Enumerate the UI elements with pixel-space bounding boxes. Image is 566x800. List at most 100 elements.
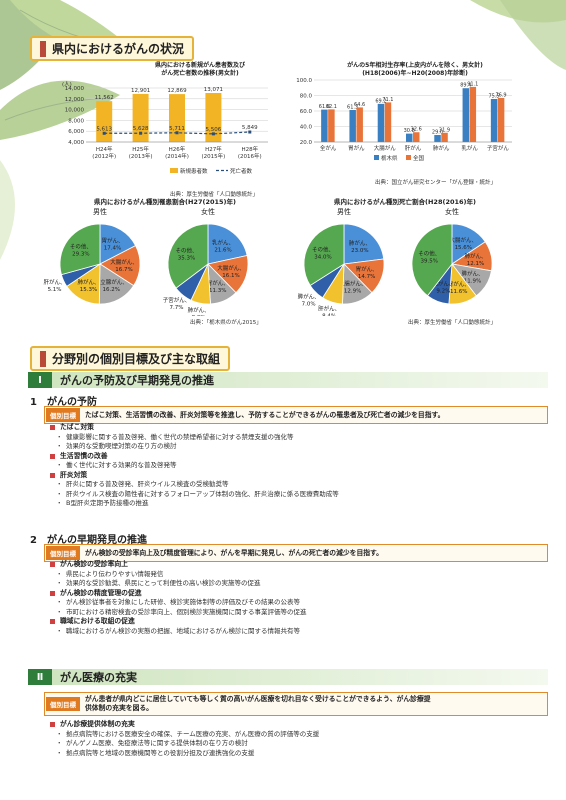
- chart2-bar: [384, 102, 392, 142]
- pie-gender-title: 男性: [337, 207, 351, 216]
- pie-slice-label: その他、: [70, 242, 92, 250]
- square-bullet-icon: [50, 425, 55, 431]
- pie-gender-title: 女性: [201, 207, 215, 216]
- pie-slice-label: その他、: [418, 249, 440, 257]
- section-goals-title: 分野別の個別目標及び主な取組: [52, 352, 221, 366]
- part1-sub2-goal-box: 個別目標 がん検診の受診率向上及び精度管理により、がんを早期に発見し、がんの死亡…: [44, 544, 548, 562]
- section-status-box: 県内におけるがんの状況: [30, 36, 195, 61]
- pie-slice-value: 14.7%: [358, 274, 375, 280]
- part1-band: Ⅰ がんの予防及び早期発見の推進: [28, 372, 548, 388]
- list-group-heading-text: がん診療提供体制の充実: [60, 720, 135, 728]
- list-group-heading-text: 生活習慣の改善: [60, 451, 108, 460]
- list-item: 職域におけるがん検診の実態の把握、地域におけるがん検診に関する情報共有等: [50, 627, 550, 637]
- pie-slice-label: 肝がん、: [44, 278, 66, 286]
- list-group-heading-text: がん検診の受診率向上: [60, 560, 128, 568]
- chart2-bar-label: 89.4: [460, 83, 471, 89]
- chart1-line-label: 5,628: [133, 126, 149, 132]
- chart2-bar: [377, 103, 385, 142]
- goal-tag: 個別目標: [46, 408, 80, 422]
- list-group-heading-text: がん検診の精度管理の促進: [60, 588, 142, 597]
- pie-slice-label: 肺がん、: [188, 306, 210, 314]
- pie-slice-value: 35.3%: [178, 255, 195, 261]
- pie-slice-value: 11.9%: [464, 278, 481, 284]
- pie-slice-value: 16.7%: [115, 267, 132, 273]
- pie-slice-label: 胃がん、: [356, 265, 378, 273]
- chart1-unit: (人): [62, 81, 72, 88]
- list-group-heading-text: 職域における取組の促進: [60, 617, 135, 625]
- section-status-title: 県内におけるがんの状況: [52, 42, 185, 56]
- chart1-source: 出典：厚生労働省「人口動態統計」: [170, 192, 259, 198]
- chart1-death-point: [175, 131, 179, 135]
- chart1-title-line1: 県内における新規がん患者数及び: [154, 62, 245, 69]
- pie-slice: [99, 223, 137, 265]
- chart2-bar: [490, 98, 498, 142]
- list-group-heading: がん検診の精度管理の促進: [50, 589, 550, 599]
- pie-slice-value: 11.6%: [450, 289, 467, 295]
- part2-band: Ⅱ がん医療の充実: [28, 669, 548, 685]
- chart2-bar-label: 62.1: [326, 104, 337, 110]
- part1-sub1-heading: 1 がんの予防: [30, 397, 97, 408]
- square-bullet-icon: [50, 722, 55, 728]
- chart1-bar: [132, 93, 149, 142]
- square-bullet-icon: [50, 472, 55, 478]
- chart1-xtick-year: (2014年): [165, 152, 189, 160]
- pie-slice-value: 34.0%: [314, 254, 331, 260]
- chart1-xtick-year: (2012年): [92, 152, 116, 160]
- square-bullet-icon: [50, 562, 55, 568]
- chart2-title: がんの5年相対生存率(上皮内がんを除く、男女計) (H18(2006)年~H20…: [305, 62, 525, 78]
- list-item: 働く世代に対する効果的な普及啓発等: [50, 461, 550, 471]
- chart2-ytick: 100.0: [296, 78, 312, 84]
- pie-slice-label: 肺がん、: [464, 252, 486, 260]
- pie-slice-label: 前立腺がん、: [95, 278, 128, 286]
- pie-slice-label: 肺がん、: [349, 239, 371, 247]
- incidence-pies-source: 出典：「栃木県のがん2015」: [190, 320, 262, 326]
- patients-deaths-chart: (人) 4,000 6,000 8,000 10,000 12,000 14,000 11,5…: [62, 81, 268, 175]
- list-item: 健康影響に関する普及啓発、働く世代の禁煙希望者に対する禁煙支援の強化等: [50, 433, 550, 443]
- section-status-banner: 県内におけるがんの状況: [30, 36, 195, 61]
- part2-title: がん医療の充実: [52, 669, 548, 685]
- pie-slice-value: 7.7%: [170, 305, 184, 311]
- chart2-bar: [497, 97, 505, 142]
- chart1-line-label: 5,613: [96, 126, 112, 132]
- chart2-bar-label: 30.8: [404, 128, 415, 134]
- chart1-bar: [205, 93, 222, 142]
- list-group-heading-text: 肝炎対策: [60, 470, 88, 479]
- chart1-xtick-year: (2015年): [202, 152, 226, 160]
- chart2-bar-label: 71.1: [382, 97, 393, 103]
- square-bullet-icon: [50, 590, 55, 596]
- part2-goal-box: 個別目標 がん患者が県内どこに居住していても等しく質の高いがん医療を切れ目なく受…: [44, 692, 548, 716]
- chart1-bar-label: 13,071: [204, 87, 223, 93]
- chart1-xtick: H28年: [241, 145, 258, 153]
- goal-text: がん患者が県内どこに居住していても等しく質の高いがん医療を切れ目なく受けることが…: [81, 695, 435, 713]
- chart1-line-label: 5,849: [242, 125, 258, 131]
- chart2-xtick: 乳がん: [461, 144, 478, 152]
- pie-slice-label: 大腸がん、: [339, 279, 367, 287]
- pie-slice-label: その他、: [176, 246, 198, 254]
- list-item: 肝炎に関する普及啓発、肝炎ウイルス検査の受検勧奨等: [50, 480, 550, 490]
- pie-charts: 男性胃がん、17.4%大腸がん、16.7%前立腺がん、16.2%肺がん、15.3…: [44, 207, 493, 316]
- mortality-pies-source: 出典：厚生労働省「人口動態統計」: [408, 320, 497, 326]
- part2-list: がん診療提供体制の充実拠点病院等における医療安全の確保、チーム医療の充実、がん医…: [50, 720, 550, 758]
- chart2-ytick: 80.0: [300, 94, 313, 100]
- chart2-bar: [434, 135, 441, 142]
- pie-slice-value: 16.1%: [222, 273, 239, 279]
- square-bullet-icon: [50, 453, 55, 459]
- chart2-bar: [328, 109, 335, 142]
- pie-slice-label: 肝がん、: [318, 305, 340, 313]
- pie-slice-value: 11.3%: [209, 288, 226, 294]
- chart1-legend-swatch: [170, 168, 178, 173]
- goal-tag: 個別目標: [46, 546, 80, 560]
- part1-sub1-goal-box: 個別目標 たばこ対策、生活習慣の改善、肝炎対策等を推進し、予防することができるが…: [44, 406, 548, 424]
- list-group-heading-text: たばこ対策: [60, 423, 94, 431]
- banner-mark: [40, 40, 46, 57]
- chart1-title-line2: がん死亡者数の推移(男女計): [161, 70, 239, 77]
- pie-slice-value: 8.4%: [322, 314, 336, 316]
- pie-slice-label: 大腸がん、: [217, 264, 245, 272]
- chart2-bar-label: 31.9: [439, 127, 450, 133]
- chart2-title-line2: (H18(2006)年~H20(2008)年診断): [362, 70, 468, 77]
- chart1-ytick: 10,000: [65, 108, 85, 114]
- pie-slice-label: 乳がん、: [432, 279, 454, 287]
- pie-slice-label: 大腸がん、: [110, 258, 138, 266]
- chart2-bar: [462, 88, 470, 142]
- part2-number: Ⅱ: [28, 669, 52, 685]
